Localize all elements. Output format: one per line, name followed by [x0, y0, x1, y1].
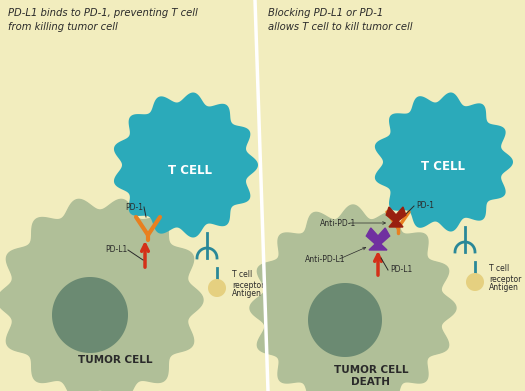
- Text: T CELL: T CELL: [421, 160, 465, 174]
- Text: PD-L1: PD-L1: [390, 265, 412, 274]
- Text: PD-1: PD-1: [125, 203, 143, 212]
- Text: PD-L1: PD-L1: [105, 246, 127, 255]
- Text: Antigen: Antigen: [232, 289, 262, 298]
- Polygon shape: [0, 199, 203, 391]
- Text: T CELL: T CELL: [168, 163, 212, 176]
- Text: PD-L1 binds to PD-1, preventing T cell: PD-L1 binds to PD-1, preventing T cell: [8, 8, 198, 18]
- Polygon shape: [366, 228, 390, 250]
- Polygon shape: [375, 93, 513, 231]
- Polygon shape: [386, 207, 406, 227]
- Text: Anti-PD-1: Anti-PD-1: [320, 219, 356, 228]
- Text: T cell
receptor: T cell receptor: [489, 264, 521, 284]
- Text: Blocking PD-L1 or PD-1: Blocking PD-L1 or PD-1: [268, 8, 383, 18]
- Polygon shape: [466, 273, 484, 291]
- Text: from killing tumor cell: from killing tumor cell: [8, 22, 118, 32]
- Text: TUMOR CELL
DEATH: TUMOR CELL DEATH: [334, 365, 408, 387]
- Polygon shape: [52, 277, 128, 353]
- Text: PD-1: PD-1: [416, 201, 434, 210]
- Polygon shape: [114, 93, 258, 237]
- Text: T cell
receptor: T cell receptor: [232, 270, 265, 290]
- Polygon shape: [208, 279, 226, 297]
- Text: Anti-PD-L1: Anti-PD-L1: [305, 255, 345, 264]
- Text: TUMOR CELL: TUMOR CELL: [78, 355, 152, 365]
- Polygon shape: [250, 205, 456, 391]
- Polygon shape: [308, 283, 382, 357]
- Text: allows T cell to kill tumor cell: allows T cell to kill tumor cell: [268, 22, 413, 32]
- Text: Antigen: Antigen: [489, 283, 519, 292]
